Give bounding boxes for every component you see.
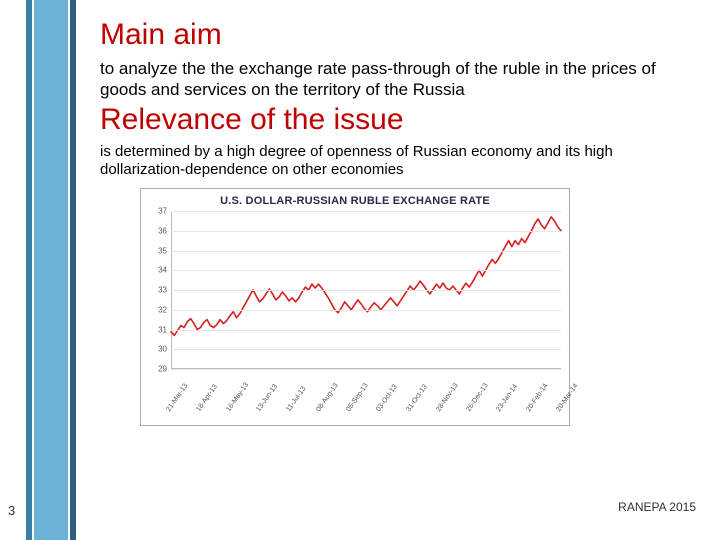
chart-y-axis: 293031323334353637 (149, 211, 169, 369)
chart-gridline (171, 369, 561, 370)
footer-brand: RANEPA 2015 (618, 500, 696, 514)
chart-x-tick: 26-Dec-13 (465, 382, 489, 413)
chart-y-tick: 30 (158, 345, 167, 354)
chart-y-tick: 31 (158, 325, 167, 334)
chart-gridline (171, 251, 561, 252)
heading-relevance: Relevance of the issue (100, 103, 690, 137)
heading-main-aim: Main aim (100, 18, 690, 52)
chart-x-tick: 31-Oct-13 (405, 383, 429, 413)
chart-gridline (171, 310, 561, 311)
chart-y-tick: 32 (158, 305, 167, 314)
exchange-rate-chart: U.S. DOLLAR-RUSSIAN RUBLE EXCHANGE RATE … (140, 188, 570, 426)
accent-stripes (0, 0, 90, 540)
page-number: 3 (8, 503, 15, 518)
paragraph-relevance: is determined by a high degree of openne… (100, 143, 690, 181)
chart-gridline (171, 211, 561, 212)
paragraph-main-aim: to analyze the the exchange rate pass-th… (100, 58, 690, 101)
chart-y-tick: 36 (158, 226, 167, 235)
chart-gridline (171, 330, 561, 331)
chart-x-tick: 23-Jan-14 (495, 383, 519, 413)
chart-plot-area (171, 211, 561, 369)
chart-y-tick: 33 (158, 286, 167, 295)
chart-y-tick: 29 (158, 365, 167, 374)
chart-x-tick: 21-Mar-13 (165, 383, 189, 413)
chart-gridline (171, 290, 561, 291)
chart-x-tick: 11-Jul-13 (285, 385, 307, 413)
chart-x-tick: 20-Feb-14 (525, 383, 549, 413)
chart-gridline (171, 270, 561, 271)
chart-x-tick: 28-Nov-13 (435, 382, 459, 413)
chart-x-axis: 21-Mar-1318-Apr-1316-May-1313-Jun-1311-J… (171, 371, 561, 421)
chart-x-tick: 20-Mar-14 (555, 383, 579, 413)
chart-y-tick: 37 (158, 207, 167, 216)
chart-x-tick: 18-Apr-13 (195, 383, 219, 413)
chart-x-tick: 08-Aug-13 (315, 382, 339, 413)
chart-gridline (171, 231, 561, 232)
stripe-2 (34, 0, 68, 540)
chart-y-tick: 35 (158, 246, 167, 255)
stripe-1 (26, 0, 32, 540)
chart-x-tick: 16-May-13 (225, 382, 250, 413)
chart-y-tick: 34 (158, 266, 167, 275)
chart-gridline (171, 349, 561, 350)
slide-content: Main aim to analyze the the exchange rat… (100, 18, 690, 426)
chart-title: U.S. DOLLAR-RUSSIAN RUBLE EXCHANGE RATE (149, 195, 561, 207)
chart-x-tick: 05-Sep-13 (345, 382, 369, 413)
stripe-3 (70, 0, 76, 540)
chart-x-tick: 13-Jun-13 (255, 383, 279, 413)
chart-x-tick: 03-Oct-13 (375, 383, 399, 413)
